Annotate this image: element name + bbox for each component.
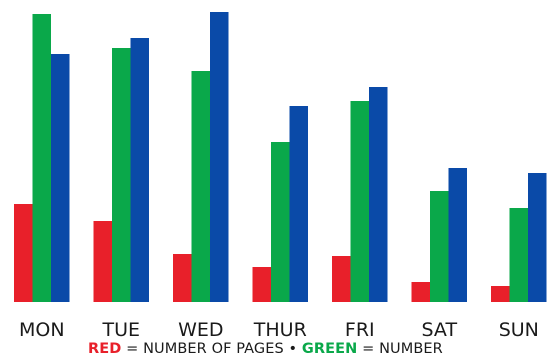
bar-green-mon	[32, 14, 51, 302]
bar-green-thur	[271, 142, 290, 302]
x-tick-label-fri: FRI	[345, 319, 375, 341]
bar-blue-tue	[130, 38, 149, 302]
bar-green-wed	[191, 71, 210, 302]
bar-red-tue	[93, 221, 112, 302]
x-tick-label-mon: MON	[19, 319, 65, 341]
bar-red-thur	[252, 267, 271, 302]
legend-green-desc: = NUMBER	[362, 341, 443, 357]
legend-separator: •	[288, 341, 298, 357]
bar-red-mon	[14, 204, 33, 302]
bar-blue-thur	[289, 106, 308, 302]
x-tick-label-sat: SAT	[422, 319, 458, 341]
bar-red-wed	[173, 254, 192, 302]
x-tick-label-tue: TUE	[102, 319, 141, 341]
bar-blue-sat	[448, 168, 467, 302]
x-tick-label-wed: WED	[178, 319, 223, 341]
bar-green-sun	[509, 208, 528, 302]
legend-red-desc: = NUMBER OF PAGES	[126, 341, 284, 357]
x-tick-label-thur: THUR	[253, 319, 307, 341]
bar-green-tue	[112, 48, 131, 302]
legend-green-key: GREEN	[301, 341, 358, 357]
bar-red-sun	[491, 286, 510, 302]
bar-green-fri	[350, 101, 369, 302]
bar-green-sat	[430, 191, 449, 302]
legend-red-key: RED	[88, 341, 122, 357]
bar-blue-fri	[369, 87, 388, 302]
bar-red-sat	[411, 282, 430, 302]
bar-blue-wed	[210, 12, 229, 302]
x-tick-label-sun: SUN	[499, 319, 539, 341]
bar-blue-mon	[51, 54, 70, 302]
bar-blue-sun	[528, 173, 547, 302]
bar-red-fri	[332, 256, 351, 302]
chart-legend: RED = NUMBER OF PAGES • GREEN = NUMBER	[88, 340, 443, 358]
